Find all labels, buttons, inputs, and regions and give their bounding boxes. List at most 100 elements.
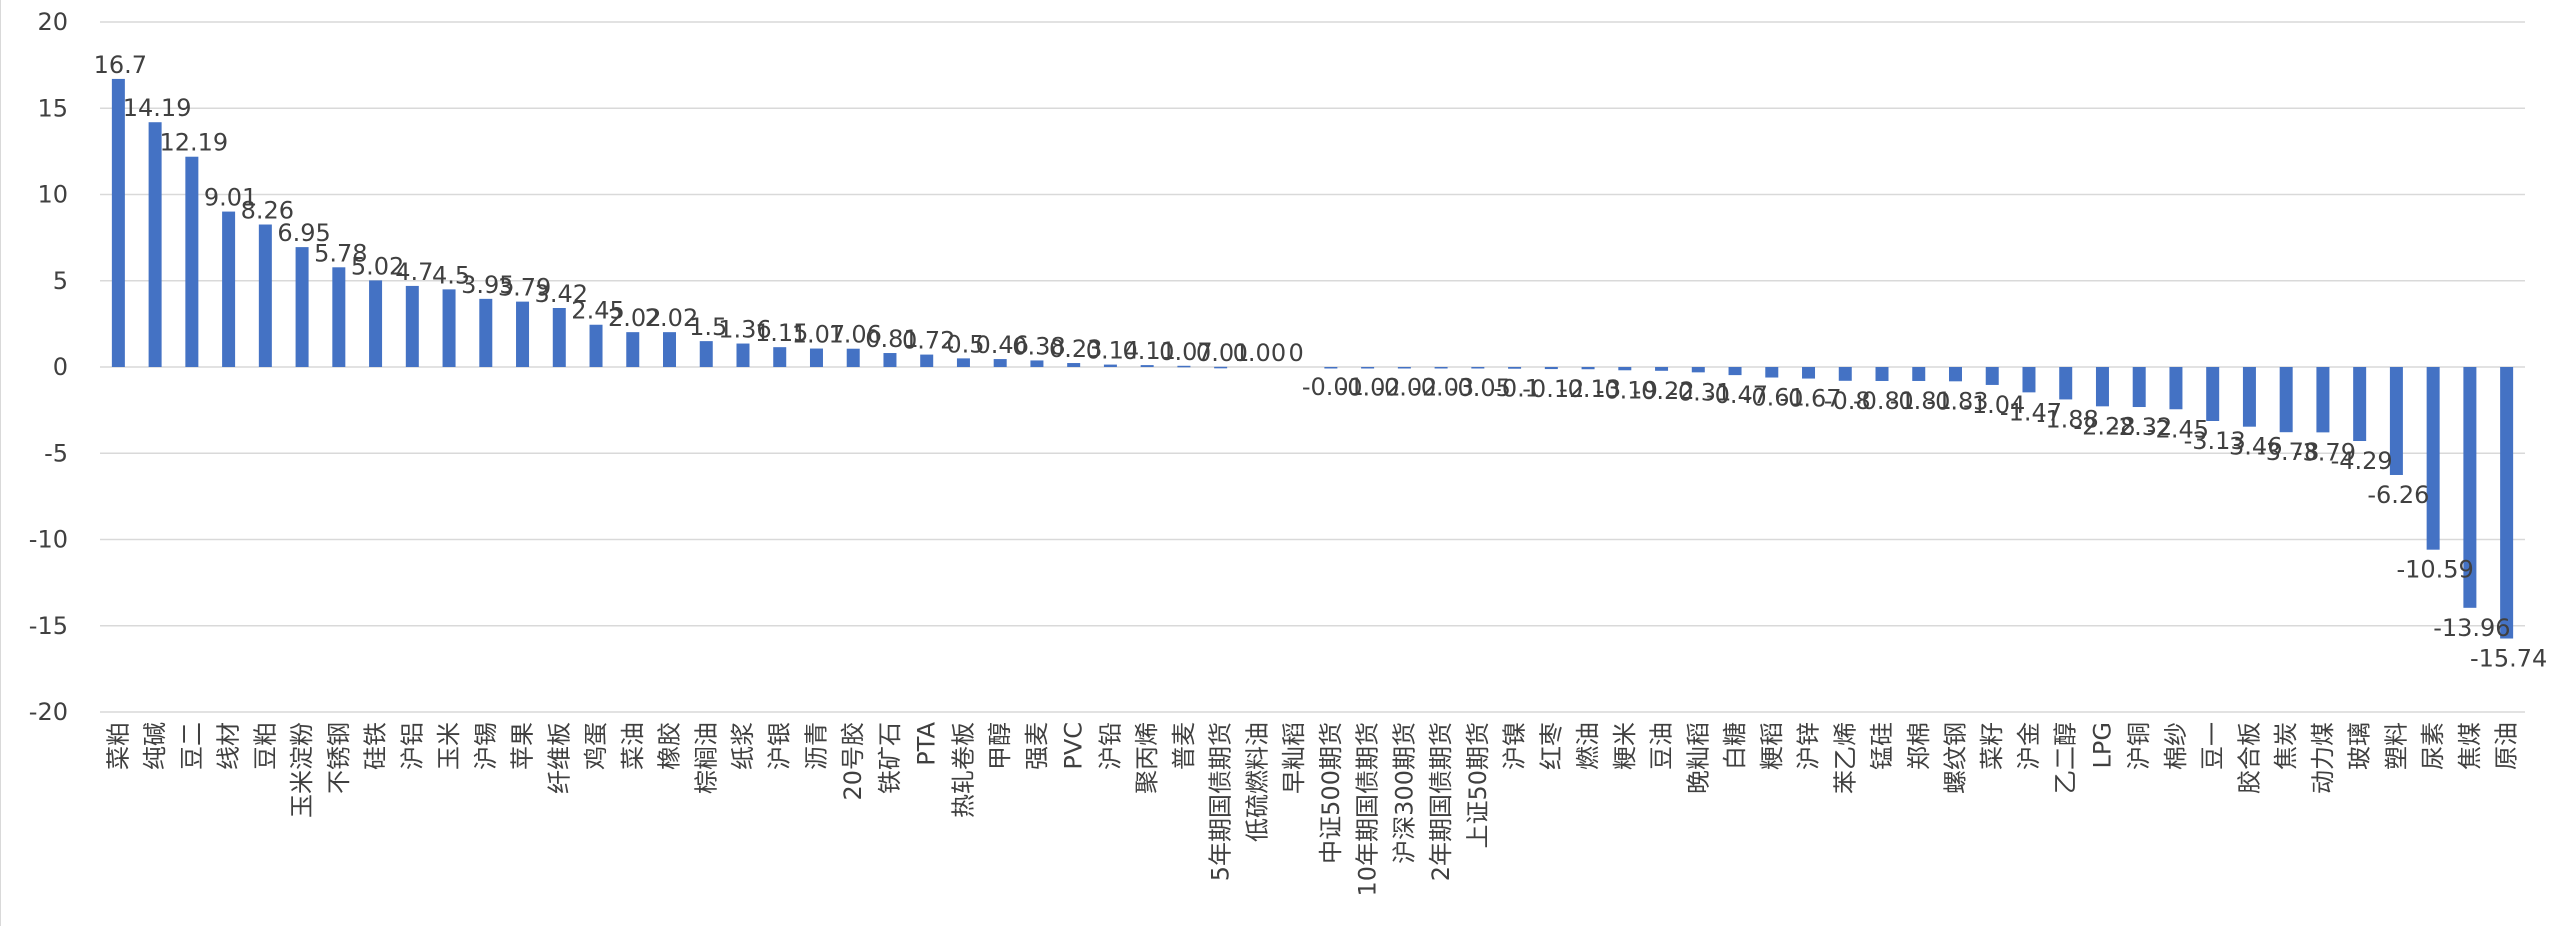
bar <box>1397 367 1411 369</box>
data-label: 0.72 <box>902 327 955 355</box>
bar <box>1655 367 1669 371</box>
y-tick-label: 20 <box>37 8 68 36</box>
data-label: -2.28 <box>2073 412 2135 440</box>
bar <box>1765 367 1779 378</box>
x-tick-label: 尿素 <box>2419 722 2447 770</box>
y-tick-label: 5 <box>53 267 68 295</box>
bar <box>516 301 530 367</box>
data-label: -0.02 <box>1339 373 1401 401</box>
data-label: -13.96 <box>2433 614 2510 642</box>
x-tick-label: 白糖 <box>1721 722 1749 770</box>
data-label: 0.11 <box>1122 337 1175 365</box>
x-tick-label: 20号胶 <box>839 722 867 801</box>
data-label: -0.81 <box>1853 387 1915 415</box>
x-tick-label: 菜籽 <box>1978 722 2006 770</box>
data-label: 12.19 <box>159 129 228 157</box>
x-tick-label: 棉纱 <box>2162 722 2190 770</box>
x-tick-label: 橡胶 <box>656 722 684 770</box>
data-label: -6.26 <box>2367 481 2429 509</box>
x-tick-label: 5年期国债期货 <box>1207 722 1235 881</box>
bar <box>111 78 125 368</box>
x-tick-label: 铁矿石 <box>876 722 904 794</box>
bar <box>846 348 860 367</box>
bar <box>956 358 970 367</box>
x-tick-label: 苹果 <box>509 722 537 770</box>
bar <box>405 285 419 367</box>
data-label: 3.79 <box>498 274 551 302</box>
x-tick-label: 沪深300期货 <box>1390 722 1418 864</box>
bar <box>1508 367 1522 369</box>
bar <box>2353 367 2367 442</box>
bar <box>222 211 236 367</box>
x-tick-label: 棕榈油 <box>692 722 720 794</box>
data-label: -1.47 <box>2000 398 2062 426</box>
x-axis-ticks: 菜粕 纯碱 豆二 线材 豆粕 玉米淀粉 不锈钢 硅铁 沪铝 玉米 沪锡 苹果 纤维板 鸡蛋 菜油 橡胶 棕榈油纸… <box>104 721 2520 896</box>
x-tick-label: 焦炭 <box>2272 722 2300 770</box>
data-label: 9.01 <box>204 184 257 212</box>
bar <box>1214 366 1228 369</box>
x-tick-label: 强麦 <box>1023 722 1051 770</box>
bar <box>332 267 346 367</box>
bar <box>883 353 897 367</box>
data-label: -0.19 <box>1596 376 1658 404</box>
data-label: 3.42 <box>535 280 588 308</box>
x-tick-label: 晚籼稻 <box>1684 722 1712 794</box>
data-label: -0.13 <box>1559 375 1621 403</box>
data-label: 0.01 <box>1196 339 1249 367</box>
data-label: -3.79 <box>2294 438 2356 466</box>
x-tick-label: 豆油 <box>1648 722 1676 770</box>
bar <box>626 332 640 367</box>
bar <box>2242 367 2256 427</box>
x-tick-label: 沥青 <box>802 722 830 770</box>
data-label: -0.67 <box>1779 385 1841 413</box>
data-label: -3.13 <box>2184 427 2246 455</box>
x-tick-label: 10年期国债期货 <box>1354 722 1382 897</box>
x-tick-label: 聚丙烯 <box>1133 722 1161 794</box>
x-tick-label: 线材 <box>215 722 243 770</box>
x-tick-label: 甲醇 <box>986 722 1014 770</box>
bar <box>148 122 162 367</box>
bar <box>920 354 934 367</box>
x-tick-label: 早籼稻 <box>1280 722 1308 794</box>
x-tick-label: LPG <box>2088 722 2116 768</box>
x-tick-label: 纯碱 <box>141 722 169 770</box>
data-label: 2.02 <box>645 304 698 332</box>
x-tick-label: 菜粕 <box>104 722 132 770</box>
x-tick-label: 粳米 <box>1611 722 1639 770</box>
data-label: 0.00 <box>1233 339 1286 367</box>
x-tick-label: 豆粕 <box>251 722 279 770</box>
x-tick-label: PVC <box>1060 722 1088 770</box>
x-tick-label: 苯乙烯 <box>1831 722 1859 794</box>
x-tick-label: 中证500期货 <box>1317 722 1345 864</box>
x-tick-label: 2年期国债期货 <box>1427 722 1455 881</box>
bar <box>2095 367 2109 407</box>
data-label: 1.5 <box>689 313 727 341</box>
x-tick-label: 燃油 <box>1574 722 1602 770</box>
data-label: -0.01 <box>1302 373 1364 401</box>
data-label: 2.45 <box>571 297 624 325</box>
data-label: -2.45 <box>2147 415 2209 443</box>
bar <box>2169 367 2183 410</box>
data-label: 1.07 <box>792 321 845 349</box>
data-label: 6.95 <box>277 219 330 247</box>
data-label: 2.02 <box>608 304 661 332</box>
bar <box>809 348 823 367</box>
data-label: 0.46 <box>975 331 1028 359</box>
data-label: 0.23 <box>1049 335 1102 363</box>
y-tick-label: -15 <box>29 612 68 640</box>
x-tick-label: 沪铝 <box>398 722 426 770</box>
bars <box>111 78 2514 639</box>
bar <box>993 359 1007 367</box>
y-tick-label: -5 <box>44 439 68 467</box>
data-label: -0.61 <box>1743 384 1805 412</box>
bar <box>185 156 199 367</box>
y-tick-label: -20 <box>29 698 68 726</box>
bar <box>1067 363 1081 367</box>
data-label: 0.81 <box>865 325 918 353</box>
x-tick-label: 沪金 <box>2015 722 2043 770</box>
data-label: -2.32 <box>2110 413 2172 441</box>
data-label: 0 <box>1288 339 1303 367</box>
x-tick-label: 上证50期货 <box>1464 722 1492 849</box>
y-axis-ticks: 20 15 10 5 0 -5 -10 -15 -20 <box>29 8 68 726</box>
